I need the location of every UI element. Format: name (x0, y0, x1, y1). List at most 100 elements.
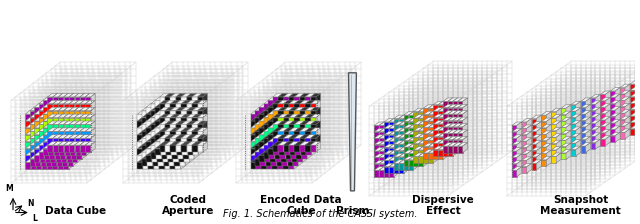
Polygon shape (260, 114, 265, 125)
Polygon shape (291, 114, 296, 125)
Polygon shape (76, 138, 85, 142)
Polygon shape (306, 118, 316, 121)
Polygon shape (551, 125, 556, 131)
Polygon shape (184, 145, 189, 155)
Polygon shape (302, 107, 312, 111)
Polygon shape (408, 151, 413, 157)
Polygon shape (556, 140, 561, 150)
Polygon shape (55, 152, 60, 159)
Polygon shape (63, 152, 68, 162)
Polygon shape (532, 157, 536, 163)
Polygon shape (64, 107, 68, 118)
Polygon shape (69, 128, 79, 131)
Polygon shape (159, 125, 165, 131)
Polygon shape (296, 100, 301, 111)
Polygon shape (448, 143, 458, 146)
Polygon shape (77, 111, 82, 118)
Polygon shape (300, 125, 305, 131)
Polygon shape (423, 111, 433, 115)
Polygon shape (264, 128, 274, 131)
Polygon shape (182, 97, 187, 107)
Polygon shape (164, 138, 169, 145)
Polygon shape (389, 164, 394, 170)
Polygon shape (54, 97, 58, 107)
Polygon shape (76, 128, 81, 135)
Polygon shape (170, 100, 180, 104)
Polygon shape (428, 153, 433, 159)
Polygon shape (448, 121, 453, 130)
Polygon shape (38, 152, 44, 159)
Polygon shape (298, 111, 307, 114)
Polygon shape (423, 131, 428, 141)
Polygon shape (301, 111, 310, 114)
Polygon shape (419, 125, 423, 134)
Polygon shape (591, 111, 595, 117)
Polygon shape (159, 152, 169, 155)
Polygon shape (394, 154, 399, 160)
Polygon shape (290, 125, 294, 135)
Polygon shape (44, 152, 49, 159)
Polygon shape (276, 107, 287, 111)
Polygon shape (42, 111, 46, 121)
Polygon shape (80, 107, 84, 118)
Polygon shape (423, 150, 428, 156)
Polygon shape (57, 159, 62, 166)
Polygon shape (384, 170, 389, 177)
Polygon shape (63, 138, 68, 149)
Polygon shape (58, 97, 64, 104)
Polygon shape (269, 111, 275, 118)
Polygon shape (561, 143, 571, 146)
Polygon shape (605, 97, 611, 107)
Polygon shape (399, 131, 408, 135)
Polygon shape (163, 131, 172, 135)
Polygon shape (68, 138, 73, 145)
Polygon shape (310, 93, 321, 97)
Polygon shape (54, 125, 64, 128)
Polygon shape (35, 128, 45, 131)
Polygon shape (262, 118, 266, 128)
Polygon shape (58, 118, 68, 121)
Polygon shape (600, 136, 611, 139)
Polygon shape (615, 113, 620, 123)
Polygon shape (61, 104, 66, 114)
Polygon shape (413, 140, 423, 144)
Polygon shape (527, 163, 532, 173)
Polygon shape (76, 131, 80, 142)
Polygon shape (551, 108, 561, 112)
Polygon shape (423, 127, 433, 131)
Polygon shape (81, 128, 86, 135)
Polygon shape (74, 138, 80, 145)
Polygon shape (389, 135, 394, 141)
Polygon shape (374, 154, 384, 157)
Polygon shape (443, 127, 448, 133)
Polygon shape (69, 145, 74, 152)
Polygon shape (153, 107, 157, 118)
Polygon shape (305, 107, 315, 111)
Polygon shape (154, 138, 164, 142)
Polygon shape (283, 159, 293, 162)
Polygon shape (561, 121, 566, 127)
Polygon shape (40, 107, 51, 111)
Polygon shape (586, 117, 591, 127)
Polygon shape (448, 150, 453, 156)
Polygon shape (512, 167, 522, 170)
Polygon shape (173, 152, 178, 162)
Polygon shape (394, 141, 399, 148)
Polygon shape (259, 111, 269, 114)
Polygon shape (283, 111, 287, 121)
Polygon shape (167, 100, 172, 111)
Polygon shape (198, 142, 202, 152)
Polygon shape (163, 128, 168, 135)
Polygon shape (45, 145, 55, 149)
Polygon shape (51, 114, 56, 125)
Polygon shape (31, 138, 40, 142)
Polygon shape (42, 159, 46, 169)
Polygon shape (448, 123, 453, 133)
Polygon shape (35, 111, 40, 118)
Polygon shape (280, 142, 290, 145)
Polygon shape (264, 152, 269, 159)
Polygon shape (293, 111, 298, 118)
Polygon shape (187, 121, 196, 125)
Polygon shape (76, 138, 80, 149)
Polygon shape (394, 151, 404, 154)
